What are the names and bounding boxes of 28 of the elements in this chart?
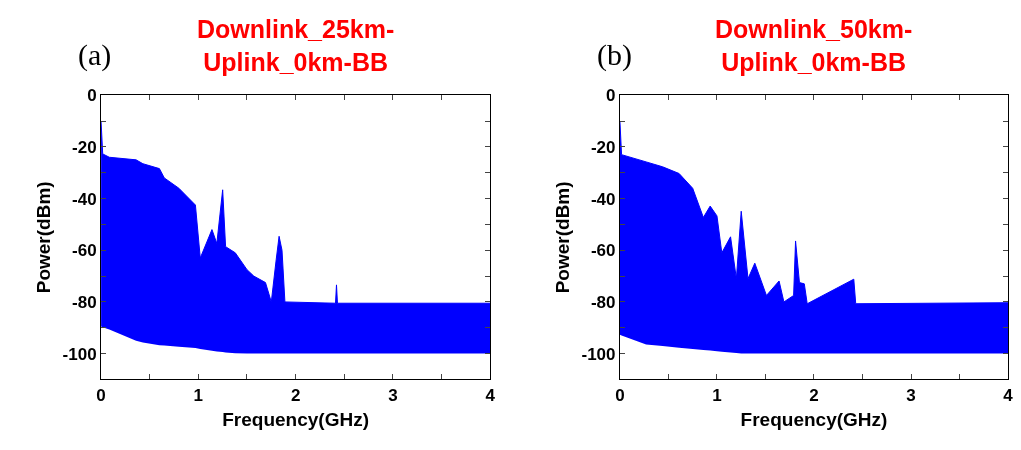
y-tick-label: -100 (581, 344, 616, 364)
y-tick-label: 0 (606, 86, 616, 106)
text: (b) (597, 38, 632, 72)
y-axis-title: Power(dBm) (33, 181, 55, 294)
y-tick-label: -40 (590, 189, 616, 209)
x-axis-title: Frequency(GHz) (740, 408, 888, 430)
x-tick-label: 4 (485, 385, 496, 405)
y-tick-label: 0 (87, 86, 97, 106)
y-tick-label: -20 (590, 137, 616, 157)
y-axis-title: Power(dBm) (552, 181, 574, 294)
x-tick-label: 3 (906, 385, 916, 405)
y-tick-label: -40 (72, 189, 97, 209)
x-tick-label: 1 (193, 385, 204, 405)
chart-title: Downlink_50km- Uplink_0km-BB (715, 15, 913, 76)
x-tick-label: 4 (1003, 385, 1014, 405)
y-tick-label: -80 (590, 292, 616, 312)
y-tick-label: -60 (590, 241, 616, 261)
y-tick-label: -60 (72, 241, 97, 261)
y-tick-label: -20 (72, 137, 97, 157)
x-tick-label: 2 (290, 385, 301, 405)
chart-title: Downlink_25km- Uplink_0km-BB (197, 15, 395, 76)
y-tick-label: -100 (62, 344, 97, 364)
x-tick-label: 2 (809, 385, 819, 405)
x-tick-label: 3 (388, 385, 398, 405)
x-tick-label: 1 (712, 385, 722, 405)
text: (a) (78, 38, 112, 72)
x-axis-title: Frequency(GHz) (222, 408, 369, 430)
y-tick-label: -80 (72, 292, 97, 312)
